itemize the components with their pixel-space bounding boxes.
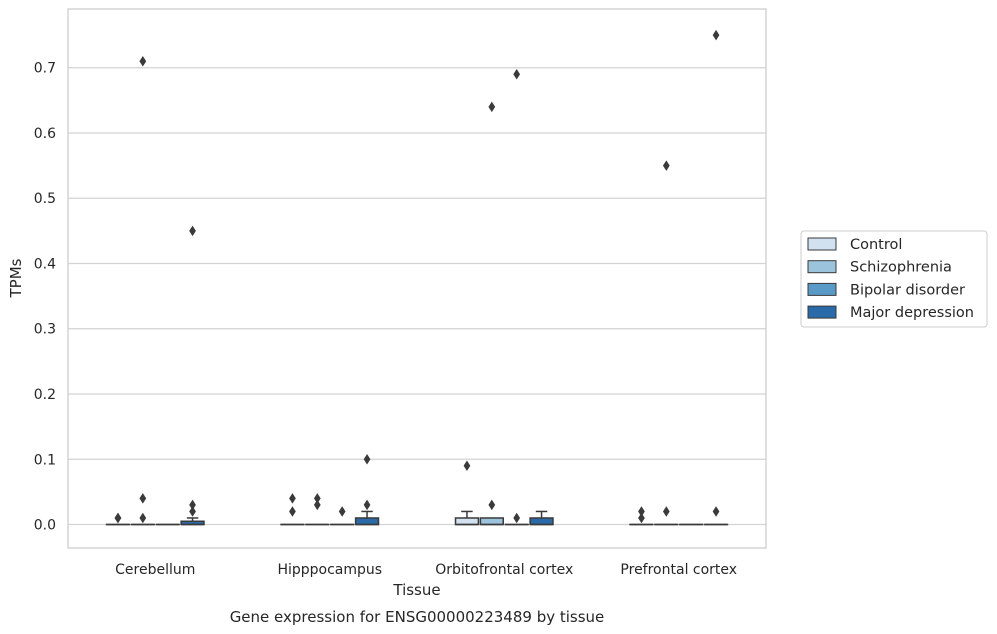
outlier-point bbox=[313, 493, 321, 504]
legend-label: Schizophrenia bbox=[850, 260, 952, 276]
box-group bbox=[330, 506, 355, 526]
box-rect bbox=[529, 517, 554, 526]
boxes-layer bbox=[105, 29, 729, 526]
outlier-point bbox=[363, 454, 371, 465]
outlier-point bbox=[189, 225, 196, 237]
y-tick-label: 0.0 bbox=[34, 518, 56, 534]
box-group bbox=[529, 510, 554, 526]
box-rect bbox=[354, 517, 380, 526]
outlier-point bbox=[289, 506, 296, 517]
chart-caption: Gene expression for ENSG00000223489 by t… bbox=[230, 608, 605, 626]
x-axis-ticks: Cerebellum Hipppocampus Orbitofrontal cort… bbox=[115, 562, 737, 578]
legend-swatch bbox=[807, 305, 837, 319]
box-group bbox=[130, 55, 155, 526]
legend-label: Control bbox=[850, 237, 902, 253]
box-group bbox=[280, 493, 305, 526]
legend-swatch bbox=[807, 282, 837, 296]
box-group bbox=[354, 454, 380, 526]
outlier-point bbox=[513, 512, 521, 524]
outlier-point bbox=[289, 493, 296, 504]
legend: Control Schizophrenia Bipolar disorder Majo… bbox=[800, 230, 988, 328]
y-axis-ticks: 0.0 0.1 0.2 0.3 0.4 0.5 0.6 0.7 bbox=[34, 61, 56, 534]
box-group bbox=[454, 460, 480, 526]
outlier-point bbox=[114, 512, 122, 524]
outlier-point bbox=[139, 512, 147, 524]
plot-frame bbox=[67, 8, 767, 549]
legend-swatch bbox=[807, 260, 837, 274]
outlier-point bbox=[638, 512, 645, 524]
x-tick-label: Prefrontal cortex bbox=[620, 562, 737, 578]
outlier-point bbox=[313, 499, 321, 511]
y-axis-label: TPMs bbox=[7, 258, 25, 298]
outlier-point bbox=[463, 460, 471, 472]
box-group bbox=[105, 512, 131, 526]
legend-label: Bipolar disorder bbox=[850, 282, 965, 298]
box-group bbox=[305, 493, 330, 526]
box-group bbox=[654, 160, 679, 526]
outlier-point bbox=[712, 29, 720, 41]
legend-swatch bbox=[807, 237, 837, 251]
outlier-point bbox=[363, 499, 371, 511]
outlier-point bbox=[662, 160, 670, 171]
y-tick-label: 0.1 bbox=[34, 452, 56, 468]
box-group bbox=[504, 69, 529, 526]
box-rect bbox=[454, 517, 480, 526]
outlier-point bbox=[338, 506, 346, 517]
outlier-point bbox=[189, 499, 196, 511]
outlier-point bbox=[488, 101, 496, 113]
y-tick-label: 0.5 bbox=[34, 191, 56, 207]
outlier-point bbox=[189, 506, 196, 517]
outlier-point bbox=[662, 506, 670, 517]
x-tick-label: Orbitofrontal cortex bbox=[435, 562, 573, 578]
x-tick-label: Hipppocampus bbox=[277, 562, 382, 578]
box-group bbox=[629, 506, 654, 526]
y-tick-label: 0.3 bbox=[34, 322, 56, 338]
outlier-point bbox=[139, 55, 147, 67]
box-group bbox=[180, 225, 205, 526]
gridlines bbox=[68, 67, 766, 526]
plot-area bbox=[68, 9, 766, 548]
y-tick-label: 0.6 bbox=[34, 126, 56, 142]
legend-frame bbox=[800, 230, 988, 328]
y-tick-label: 0.4 bbox=[34, 256, 56, 272]
x-tick-label: Cerebellum bbox=[115, 562, 195, 578]
outlier-point bbox=[139, 493, 147, 504]
box-group bbox=[703, 29, 729, 526]
x-axis-label: Tissue bbox=[392, 581, 440, 599]
y-tick-label: 0.2 bbox=[34, 387, 56, 403]
outlier-point bbox=[513, 69, 521, 80]
outlier-point bbox=[488, 499, 496, 511]
outlier-point bbox=[712, 506, 720, 517]
box-group bbox=[479, 101, 505, 526]
box-rect bbox=[479, 517, 505, 526]
outlier-point bbox=[638, 506, 645, 517]
y-tick-label: 0.7 bbox=[34, 61, 56, 77]
legend-label: Major depression bbox=[850, 305, 974, 321]
